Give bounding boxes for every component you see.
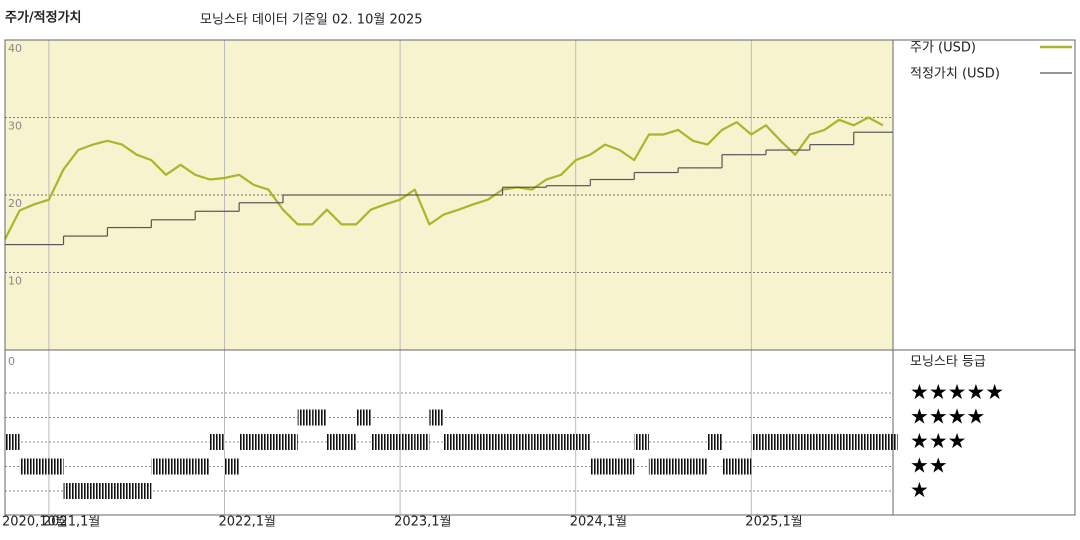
rating-bar — [839, 434, 854, 450]
rating-bar — [253, 434, 269, 450]
rating-bar — [487, 434, 503, 450]
rating-bar — [883, 434, 898, 450]
rating-bar — [619, 458, 635, 475]
rating-bar — [590, 458, 605, 475]
rating-bar — [575, 434, 591, 450]
chart-title: 주가/적정가치 — [5, 10, 82, 26]
rating-bar — [297, 409, 313, 426]
rating-bar — [78, 483, 93, 499]
x-tick-label: 2020,10월 — [2, 515, 68, 530]
rating-bar — [868, 434, 883, 450]
rating-bar — [707, 434, 723, 450]
rating-bar — [853, 434, 869, 450]
rating-bar — [268, 434, 284, 450]
rating-bar — [678, 458, 693, 475]
x-tick-label: 2025,1월 — [745, 515, 802, 530]
rating-bar — [722, 458, 737, 475]
frame — [4, 39, 1076, 516]
rating-panel — [5, 350, 893, 515]
rating-bar — [429, 409, 444, 426]
rating-bar — [19, 458, 35, 475]
rating-bar — [663, 458, 679, 475]
x-tick-label: 2021,1월 — [43, 515, 100, 530]
x-tick-label: 2023,1월 — [394, 515, 451, 530]
rating-bar — [648, 458, 664, 475]
x-tick-label: 2024,1월 — [570, 515, 627, 530]
y-tick-label: 20 — [8, 197, 22, 210]
rating-bar — [165, 458, 181, 475]
rating-bar — [312, 409, 327, 426]
rating-bar — [239, 434, 254, 450]
rating-bar — [151, 458, 166, 475]
rating-bar — [765, 434, 781, 450]
rating-bar — [63, 483, 79, 499]
rating-bar — [195, 458, 210, 475]
rating-bar — [473, 434, 488, 450]
rating-bar — [692, 458, 708, 475]
rating-bar — [780, 434, 796, 450]
rating-label: ★ — [910, 478, 929, 502]
legend-label: 주가 (USD) — [910, 41, 976, 56]
legend-label: 적정가치 (USD) — [910, 67, 1000, 82]
rating-bar — [634, 434, 649, 450]
rating-bar — [283, 434, 298, 450]
rating-bar — [502, 434, 518, 450]
rating-bar — [414, 434, 430, 450]
x-tick-label: 2022,1월 — [219, 515, 276, 530]
rating-bar — [107, 483, 123, 499]
rating-bar — [517, 434, 532, 450]
rating-bar — [48, 458, 64, 475]
rating-bar — [561, 434, 576, 450]
rating-bar — [458, 434, 474, 450]
rating-bar — [326, 434, 342, 450]
rating-bar — [444, 434, 459, 450]
y-tick-label: 30 — [8, 120, 22, 133]
rating-label: ★★★★ — [910, 405, 985, 429]
rating-bar — [751, 434, 766, 450]
rating-bar — [5, 434, 20, 450]
price-line — [4, 116, 884, 240]
rating-bar — [356, 409, 371, 426]
rating-bar — [122, 483, 137, 499]
rating-bar — [795, 434, 810, 450]
rating-bar — [400, 434, 415, 450]
rating-bar — [341, 434, 357, 450]
rating-label: ★★★★★ — [910, 380, 1004, 404]
rating-bar — [546, 434, 562, 450]
rating-bar — [531, 434, 547, 450]
rating-bar — [136, 483, 152, 499]
rating-bar — [92, 483, 108, 499]
rating-axis-label: 0 — [8, 355, 15, 368]
rating-bar — [604, 458, 620, 475]
rating-bar — [370, 434, 386, 450]
chart-subtitle: 모닝스타 데이터 기준일 02. 10월 2025 — [200, 13, 423, 28]
rating-bar — [385, 434, 401, 450]
rating-bar — [809, 434, 825, 450]
y-tick-label: 10 — [8, 275, 22, 288]
y-tick-label: 40 — [8, 42, 22, 55]
rating-label: ★★★ — [910, 429, 966, 453]
rating-bar — [34, 458, 49, 475]
rating-title: 모닝스타 등급 — [910, 355, 986, 370]
rating-bar — [736, 458, 752, 475]
rating-bar — [209, 434, 225, 450]
rating-bar — [180, 458, 196, 475]
rating-bar — [824, 434, 840, 450]
rating-label: ★★ — [910, 454, 948, 478]
rating-bar — [224, 458, 240, 475]
